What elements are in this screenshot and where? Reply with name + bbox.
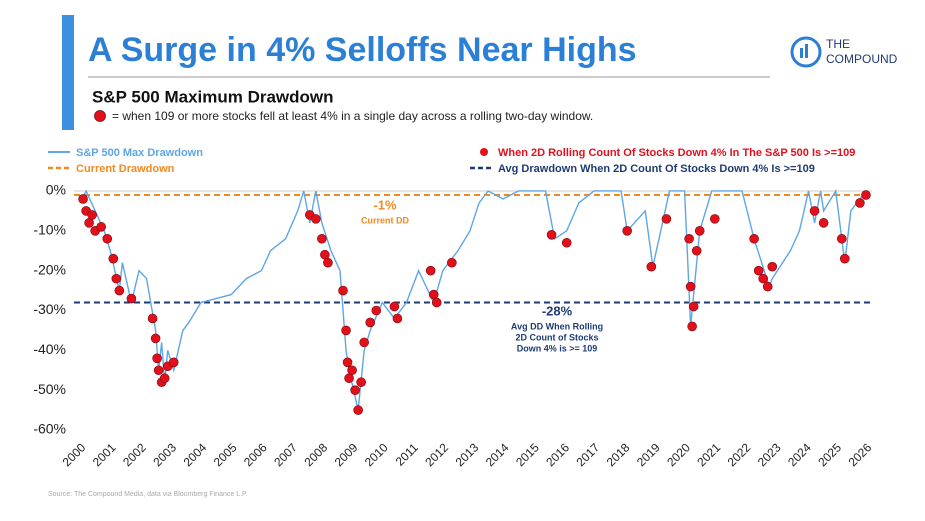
selloff-dot (836, 233, 847, 244)
selloff-dot (147, 313, 158, 324)
y-tick-label: -40% (33, 341, 66, 357)
selloff-dot (114, 285, 125, 296)
selloff-dot (320, 249, 330, 260)
selloff-dot (96, 222, 107, 232)
subtitle: S&P 500 Maximum Drawdown (92, 87, 334, 106)
y-tick-label: -20% (33, 261, 66, 277)
selloff-dot (694, 226, 705, 236)
y-tick-label: -60% (33, 421, 66, 437)
annotation: Avg DD When Rolling (511, 321, 603, 331)
selloff-dot (809, 206, 820, 216)
accent-bar (62, 15, 74, 130)
y-tick-label: 0% (46, 182, 66, 198)
note-marker (94, 110, 106, 122)
selloff-dot (344, 373, 354, 384)
annotation: -1% (373, 197, 397, 212)
y-tick-label: -30% (33, 301, 66, 317)
selloff-dot (661, 214, 672, 224)
annotation: 2D Count of Stocks (515, 332, 598, 342)
logo-icon (805, 44, 808, 58)
selloff-dot (861, 190, 871, 200)
selloff-dot (150, 333, 161, 344)
selloff-dot (365, 317, 376, 328)
note: = when 109 or more stocks fell at least … (112, 109, 593, 123)
selloff-dot (152, 353, 162, 364)
selloff-dot (126, 293, 137, 304)
selloff-dot (87, 210, 97, 220)
selloff-dot (323, 257, 333, 268)
legend-label: S&P 500 Max Drawdown (76, 147, 203, 159)
logo-icon (790, 36, 822, 68)
selloff-dot (392, 313, 403, 324)
selloff-dot (753, 265, 764, 276)
selloff-dot (168, 357, 179, 368)
selloff-dot (111, 273, 122, 284)
legend-label: When 2D Rolling Count Of Stocks Down 4% … (498, 147, 855, 159)
selloff-dot (818, 218, 829, 228)
annotation: -28% (542, 303, 573, 318)
selloff-dot (342, 357, 353, 368)
selloff-dot (311, 214, 321, 224)
selloff-dot (855, 198, 865, 208)
selloff-dot (691, 245, 702, 256)
chart-title: A Surge in 4% Selloffs Near Highs (88, 31, 637, 69)
selloff-dot (356, 377, 366, 388)
selloff-dot (546, 230, 557, 240)
selloff-dot (338, 285, 348, 296)
selloff-dot (350, 385, 360, 395)
selloff-dot (353, 405, 363, 415)
selloff-dot (687, 321, 697, 332)
selloff-dot (425, 265, 436, 276)
selloff-dot (317, 233, 327, 244)
selloff-dot (684, 233, 694, 244)
selloff-dot (758, 273, 768, 284)
brand-logo: THE COMPOUND (790, 36, 898, 68)
legend-label: Current Drawdown (76, 163, 175, 175)
selloff-dot (371, 305, 382, 316)
selloff-dot (428, 289, 439, 300)
y-tick-label: -10% (33, 222, 66, 238)
selloff-dot (78, 194, 88, 204)
annotation: Down 4% is >= 109 (517, 343, 598, 353)
y-tick-label: -50% (33, 381, 66, 397)
logo-icon (800, 48, 803, 58)
selloff-dot (359, 337, 369, 348)
selloff-dot (159, 373, 170, 384)
selloff-dot (389, 301, 400, 312)
selloff-dot (84, 218, 94, 228)
brand-text: COMPOUND (826, 52, 898, 66)
brand-text: THE (826, 37, 850, 51)
selloff-dot (341, 325, 351, 336)
selloff-dot (710, 214, 720, 224)
selloff-dot (839, 253, 850, 264)
selloff-dot (646, 261, 657, 272)
selloff-dot (102, 233, 113, 244)
selloff-dot (685, 281, 696, 292)
annotation: Current DD (361, 215, 410, 225)
selloff-dot (153, 365, 164, 376)
legend-swatch (480, 148, 488, 156)
selloff-dot (447, 257, 457, 268)
selloff-dot (347, 365, 357, 376)
selloff-dot (762, 281, 773, 292)
selloff-dot (749, 233, 759, 244)
selloff-dot (622, 226, 632, 236)
source: Source: The Compound Media, data via Blo… (48, 491, 248, 498)
selloff-dot (767, 261, 778, 272)
legend-label: Avg Drawdown When 2D Count Of Stocks Dow… (498, 163, 815, 175)
selloff-dot (688, 301, 699, 312)
selloff-dot (108, 253, 119, 264)
selloff-dot (561, 237, 572, 248)
selloff-dot (431, 297, 442, 308)
